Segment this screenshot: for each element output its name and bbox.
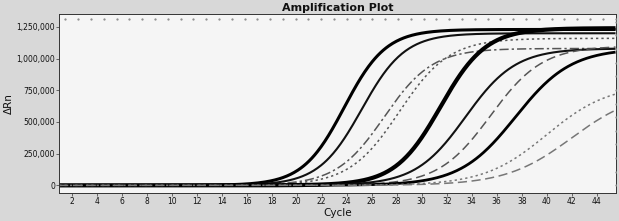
Y-axis label: ΔRn: ΔRn xyxy=(4,93,14,114)
Title: Amplification Plot: Amplification Plot xyxy=(282,4,393,13)
X-axis label: Cycle: Cycle xyxy=(323,208,352,217)
